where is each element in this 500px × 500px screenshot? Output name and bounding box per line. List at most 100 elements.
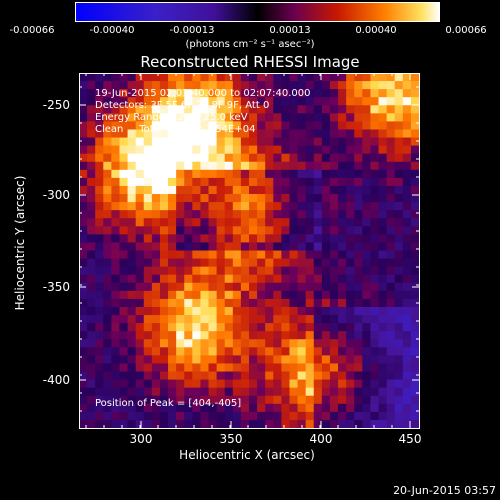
heatmap-cell (346, 347, 355, 356)
heatmap-cell (79, 315, 88, 324)
heatmap-cell (216, 298, 226, 308)
heatmap-cell (111, 73, 120, 82)
heatmap-cell (95, 97, 104, 106)
heatmap-cell (184, 177, 193, 187)
heatmap-cell (362, 403, 371, 413)
heatmap-cell (87, 339, 96, 348)
heatmap-cell (224, 282, 234, 292)
heatmap-cell (402, 282, 412, 292)
heatmap-cell (249, 129, 258, 139)
heatmap-cell (354, 339, 363, 348)
heatmap-cell (297, 379, 307, 389)
heatmap-cell (257, 97, 266, 106)
heatmap-cell (232, 339, 242, 348)
heatmap-cell (168, 121, 177, 130)
heatmap-cell (273, 185, 282, 195)
heatmap-cell (289, 355, 299, 364)
heatmap-cell (321, 290, 331, 300)
heatmap-cell (305, 105, 315, 114)
heatmap-cell (200, 145, 210, 155)
heatmap-cell (192, 169, 201, 179)
heatmap-cell (176, 323, 185, 332)
heatmap-cell (208, 161, 218, 171)
x-tick-label: 350 (219, 432, 243, 446)
heatmap-cell (184, 315, 193, 324)
heatmap-cell (289, 177, 299, 187)
heatmap-cell (370, 266, 380, 276)
heatmap-cell (176, 387, 185, 397)
heatmap-cell (305, 153, 315, 163)
heatmap-cell (224, 298, 234, 308)
heatmap-cell (354, 290, 363, 300)
heatmap-cell (143, 153, 153, 163)
heatmap-cell (184, 97, 193, 106)
heatmap-cell (95, 250, 104, 260)
heatmap-cell (79, 89, 88, 98)
heatmap-cell (103, 250, 112, 260)
heatmap-cell (232, 185, 242, 195)
heatmap-cell (111, 387, 120, 397)
heatmap-cell (135, 97, 145, 106)
heatmap-cell (321, 387, 331, 397)
heatmap-cell (313, 226, 323, 235)
heatmap-cell (297, 218, 307, 227)
heatmap-cell (354, 194, 363, 203)
heatmap-cell (402, 73, 412, 82)
heatmap-cell (127, 226, 137, 235)
heatmap-cell (305, 282, 315, 292)
heatmap-cell (386, 403, 396, 413)
heatmap-cell (313, 153, 323, 163)
heatmap-cell (321, 177, 331, 187)
heatmap-cell (216, 242, 226, 251)
heatmap-cell (313, 355, 323, 364)
heatmap-cell (362, 290, 371, 300)
heatmap-cell (127, 169, 137, 179)
heatmap-cell (224, 81, 234, 90)
heatmap-cell (289, 194, 299, 203)
heatmap-cell (184, 411, 193, 421)
heatmap-cell (87, 371, 96, 381)
heatmap-cell (79, 379, 88, 389)
heatmap-cell (192, 218, 201, 227)
heatmap-cell (378, 153, 388, 163)
heatmap-cell (200, 113, 210, 122)
heatmap-cell (95, 347, 104, 356)
heatmap-cell (184, 185, 193, 195)
heatmap-cell (232, 274, 242, 284)
heatmap-cell (127, 371, 137, 381)
heatmap-cell (346, 315, 355, 324)
heatmap-cell (200, 97, 210, 106)
heatmap-cell (329, 411, 339, 421)
heatmap-cell (257, 73, 266, 82)
heatmap-cell (103, 121, 112, 130)
heatmap-cell (313, 339, 323, 348)
heatmap-cell (240, 250, 250, 260)
heatmap-cell (224, 266, 234, 276)
heatmap-cell (95, 73, 104, 82)
heatmap-cell (111, 290, 120, 300)
heatmap-cell (87, 137, 96, 147)
heatmap-cell (240, 274, 250, 284)
heatmap-cell (119, 218, 129, 227)
heatmap-cell (257, 242, 266, 251)
heatmap-cell (200, 153, 210, 163)
heatmap-cell (184, 387, 193, 397)
heatmap-cell (143, 274, 153, 284)
timestamp: 20-Jun-2015 03:57 (393, 484, 496, 497)
heatmap-cell (87, 266, 96, 276)
heatmap-cell (289, 290, 299, 300)
heatmap-cell (249, 210, 258, 219)
info-line: 19-Jun-2015 02:01:40.000 to 02:07:40.000 (95, 88, 311, 99)
heatmap-cell (370, 258, 380, 268)
heatmap-cell (200, 298, 210, 308)
heatmap-cell (265, 339, 274, 348)
heatmap-cell (354, 129, 363, 139)
heatmap-cell (410, 387, 419, 397)
heatmap-cell (143, 290, 153, 300)
heatmap-cell (378, 121, 388, 130)
heatmap-cell (305, 290, 315, 300)
heatmap-cell (135, 202, 145, 211)
heatmap-cell (354, 185, 363, 195)
heatmap-cell (249, 113, 258, 122)
heatmap-cell (87, 113, 96, 122)
